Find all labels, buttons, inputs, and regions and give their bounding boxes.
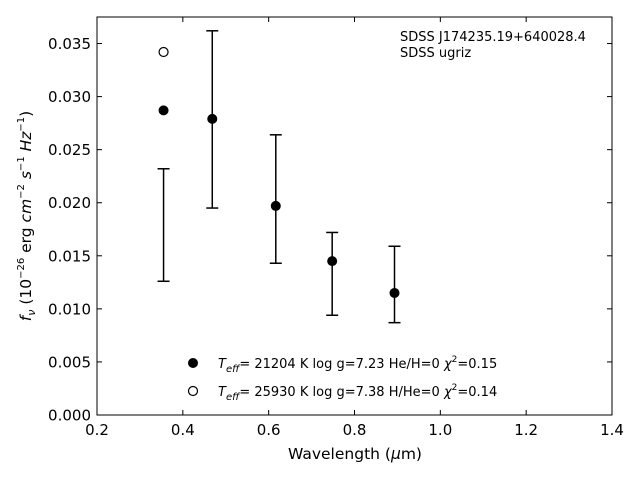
x-tick-label-6: 1.4	[600, 421, 624, 439]
model-point-filled-2	[270, 200, 281, 211]
annotation-filters: SDSS ugriz	[400, 46, 471, 61]
x-tick-label-2: 0.6	[257, 421, 281, 439]
legend-entry-1: Teff= 21204 K log g=7.23 He/H=0 χ2=0.15	[218, 355, 497, 375]
x-axis-label: Wavelength (μm)	[288, 445, 422, 463]
y-tick-label-2: 0.010	[48, 300, 91, 318]
x-tick-label-0: 0.2	[85, 421, 109, 439]
model-point-filled-4	[389, 287, 400, 298]
y-tick-label-1: 0.005	[48, 353, 91, 371]
model-point-filled-3	[327, 256, 338, 267]
legend: Teff= 21204 K log g=7.23 He/H=0 χ2=0.15 …	[187, 355, 497, 403]
legend-entry-2: Teff= 25930 K log g=7.38 H/He=0 χ2=0.14	[218, 383, 497, 403]
plot-area	[96, 16, 613, 416]
y-tick-label-7: 0.035	[48, 35, 91, 53]
annotation-object-name: SDSS J174235.19+640028.4	[400, 30, 586, 45]
x-tick-label-1: 0.4	[171, 421, 195, 439]
model-point-open-0	[158, 46, 169, 58]
model-point-filled-1	[207, 113, 218, 124]
y-tick-label-4: 0.020	[48, 194, 91, 212]
x-tick-label-3: 0.8	[343, 421, 367, 439]
y-tick-label-3: 0.015	[48, 247, 91, 265]
y-tick-label-0: 0.000	[48, 407, 91, 425]
y-axis-label: fν (10−26 erg cm−2 s−1 Hz−1)	[16, 111, 38, 321]
legend-marker-open	[187, 385, 199, 397]
model-point-filled-0	[158, 105, 169, 116]
x-tick-label-4: 1.0	[428, 421, 452, 439]
y-tick-label-5: 0.025	[48, 141, 91, 159]
x-tick-label-5: 1.2	[514, 421, 538, 439]
axis-ticks: 0.2 0.4 0.6 0.8 1.0 1.2 1.4 0.000 0.005 0.010 0.01…	[48, 17, 624, 439]
legend-marker-filled	[188, 358, 198, 368]
y-tick-label-6: 0.030	[48, 88, 91, 106]
data-points	[158, 46, 400, 298]
svg-text:fν (10−26 erg cm−2 s−1 Hz−1): fν (10−26 erg cm−2 s−1 Hz−1)	[16, 111, 38, 321]
